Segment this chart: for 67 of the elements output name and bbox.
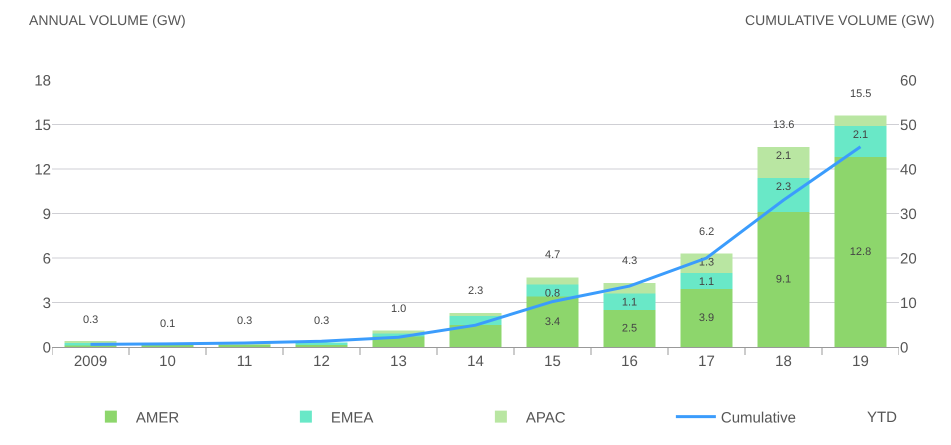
data-label: 2.3 [776, 180, 792, 193]
bar [372, 330, 425, 334]
bar [757, 146, 810, 178]
total-label: 0.3 [314, 315, 330, 327]
y-tick-label: 3 [42, 294, 51, 312]
total-label: 2.3 [468, 285, 484, 297]
data-label: 2.1 [852, 128, 868, 141]
x-tick-label: 11 [236, 353, 252, 370]
x-tick-label: 15 [544, 353, 561, 370]
y-axis-title: ANNUAL VOLUME (GW) [29, 12, 186, 28]
data-label: 1.1 [622, 296, 638, 309]
legend-label: APAC [526, 410, 566, 426]
y2-tick-label: 60 [900, 72, 917, 90]
bar [680, 289, 733, 347]
x-tick-label: 2009 [74, 353, 108, 370]
text: YTD [867, 409, 898, 426]
y2-tick-label: 40 [900, 161, 917, 178]
data-label: 3.4 [544, 316, 560, 328]
x-tick-label: 17 [698, 353, 715, 370]
x-tick-label: 12 [313, 353, 330, 370]
data-label: 2.5 [622, 322, 638, 334]
x-tick-label: 19 [852, 353, 869, 370]
y-tick-label: 12 [34, 161, 51, 178]
bar [449, 312, 502, 316]
y2-tick-label: 10 [900, 294, 917, 312]
y-tick-label: 0 [42, 339, 51, 356]
bar [449, 324, 502, 347]
data-label: 12.8 [850, 246, 872, 258]
y2-tick-label: 20 [900, 250, 917, 268]
total-label: 4.3 [622, 255, 638, 267]
data-label: 1.1 [698, 276, 714, 288]
y-tick-label: 9 [42, 206, 51, 223]
bar [834, 126, 887, 158]
x-tick-label: 10 [159, 353, 176, 370]
total-label: 0.1 [160, 318, 176, 330]
x-tick-label: 18 [775, 353, 792, 370]
total-label: 1.0 [391, 303, 406, 315]
bar [834, 116, 887, 126]
y-tick-label: 18 [34, 72, 51, 90]
bar [603, 294, 656, 310]
data-label: 3.9 [698, 312, 714, 324]
y2-tick-label: 50 [900, 116, 917, 134]
total-label: 4.7 [545, 249, 560, 261]
bar [757, 212, 810, 347]
bar [603, 310, 656, 347]
y-tick-label: 6 [42, 250, 51, 268]
data-label: 2.1 [776, 150, 792, 162]
x-tick-label: 14 [467, 353, 484, 370]
total-label: 6.2 [699, 226, 714, 238]
y2-axis-title: CUMULATIVE VOLUME (GW) [745, 12, 935, 28]
bar [680, 272, 733, 290]
x-tick-label: 16 [621, 353, 638, 370]
bar [526, 277, 579, 285]
y2-tick-label: 30 [900, 206, 917, 223]
legend-label: Cumulative [720, 410, 796, 426]
bar [526, 296, 579, 347]
total-label: 15.5 [850, 88, 872, 100]
y-tick-label: 15 [34, 116, 51, 134]
total-label: 13.6 [773, 119, 794, 131]
bar [834, 157, 887, 347]
legend-label: AMER [136, 410, 180, 426]
total-label: 0.3 [237, 315, 252, 327]
legend-label: EMEA [330, 410, 374, 426]
y2-tick-label: 0 [900, 339, 908, 356]
total-label: 0.3 [83, 314, 98, 326]
data-label: 9.1 [776, 274, 792, 286]
x-tick-label: 13 [390, 353, 407, 370]
